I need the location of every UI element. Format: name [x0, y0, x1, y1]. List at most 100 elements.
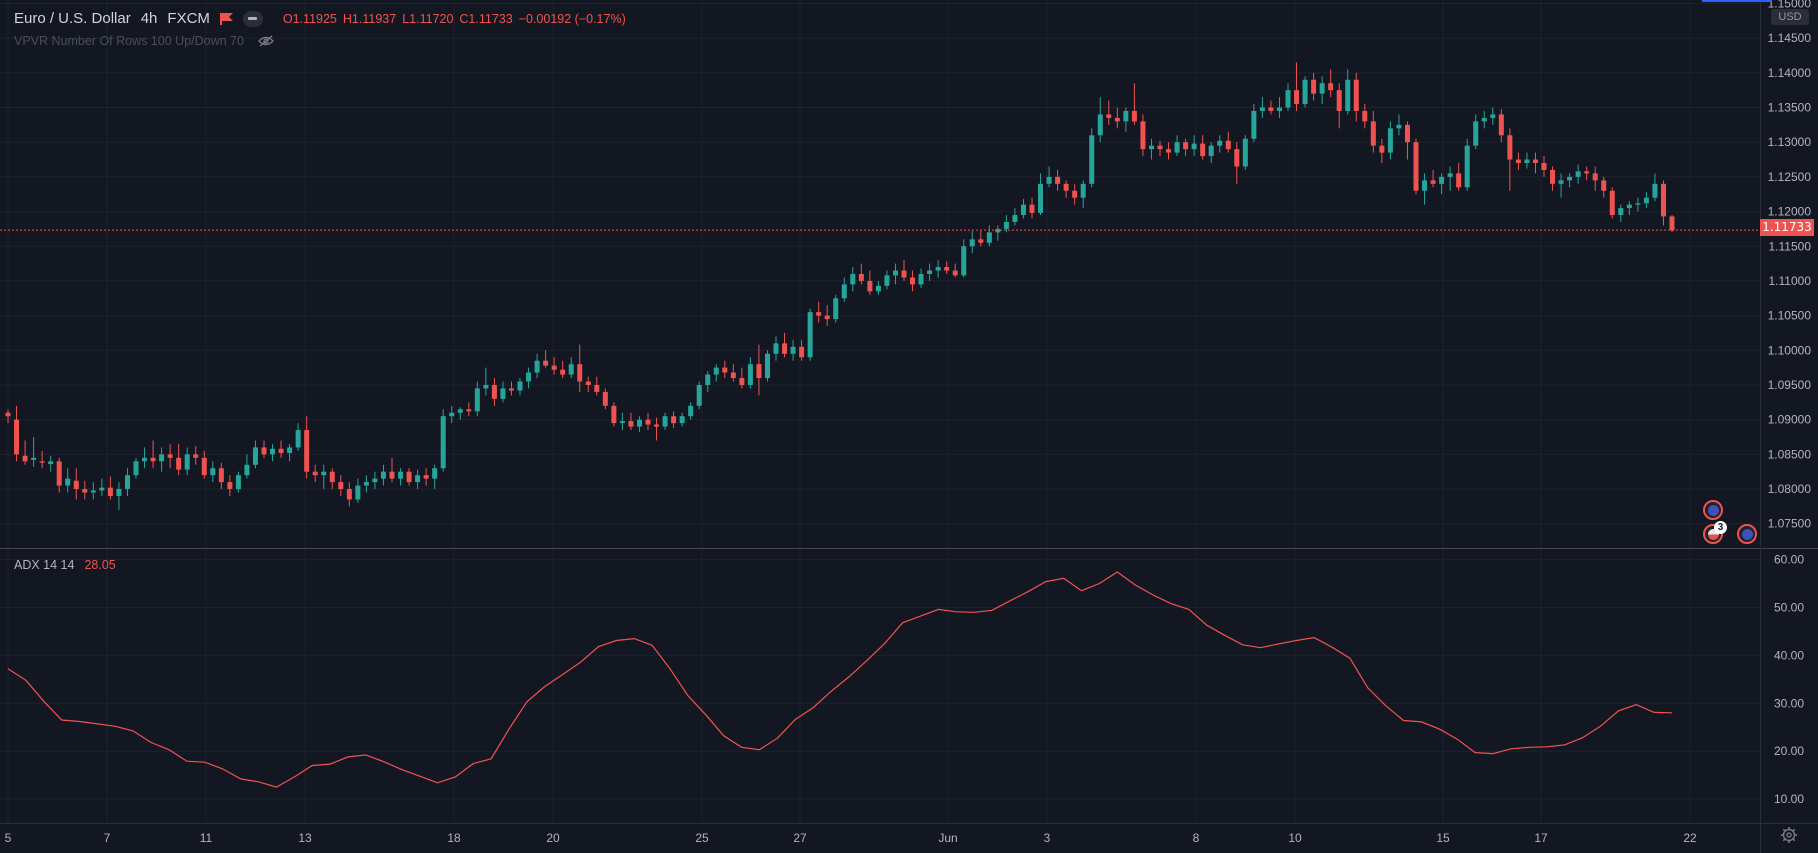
time-axis: 5 7 11 13 18 20 25 27 Jun 3 8 10 15 17 22	[5, 831, 1697, 845]
candle-body	[1319, 83, 1325, 94]
candle-body	[696, 384, 702, 406]
exchange-label[interactable]: FXCM	[167, 10, 210, 27]
candle-body	[329, 471, 335, 483]
adx-tick-label: 40.00	[1774, 648, 1804, 662]
adx-legend[interactable]: ADX 14 14 28.05	[14, 558, 116, 572]
candle-body	[1012, 215, 1018, 222]
candle-body	[1276, 107, 1282, 111]
candle-body	[654, 424, 660, 427]
candle-body	[1618, 208, 1624, 216]
candle-body	[816, 312, 822, 316]
candle-body	[210, 468, 216, 476]
time-tick-label: 13	[298, 831, 312, 845]
candle-body	[1072, 190, 1078, 198]
candle-body	[406, 471, 412, 483]
indicator-legend[interactable]: VPVR Number Of Rows 100 Up/Down 70	[14, 34, 274, 48]
candle-body	[65, 478, 71, 486]
candle-body	[807, 312, 813, 358]
candle-body	[935, 267, 941, 271]
candle-body	[1063, 183, 1069, 191]
candle-body	[1524, 159, 1530, 164]
adx-tick-label: 60.00	[1774, 553, 1804, 567]
candle-body	[1106, 114, 1112, 118]
collapse-button[interactable]	[242, 10, 263, 27]
flag-icon[interactable]	[219, 12, 233, 25]
candle-body	[1507, 135, 1513, 160]
candle-body	[167, 454, 173, 458]
candle-body	[1328, 83, 1334, 91]
candle-body	[1362, 110, 1368, 122]
eu-event-icon[interactable]	[1703, 500, 1723, 520]
candle-body	[159, 454, 165, 462]
candle-body	[1242, 138, 1248, 167]
price-tick-label: 1.14500	[1768, 31, 1812, 45]
price-tick-label: 1.09000	[1768, 413, 1812, 427]
candle-body	[961, 246, 967, 276]
price-tick-label: 1.08500	[1768, 447, 1812, 461]
candle-body	[1208, 145, 1214, 157]
candle-body	[628, 421, 634, 427]
candle-body	[235, 475, 241, 490]
time-tick-label: 18	[447, 831, 461, 845]
candle-body	[14, 419, 20, 455]
interval-label[interactable]: 4h	[140, 10, 158, 27]
candle-body	[116, 489, 122, 496]
candle-body	[295, 430, 301, 448]
symbol-legend[interactable]: Euro / U.S. Dollar 4h FXCM O1.11925 H1.1…	[14, 10, 626, 27]
candle-body	[31, 457, 37, 460]
candle-body	[1336, 90, 1342, 111]
candle-body	[1166, 149, 1172, 153]
candle-body	[841, 284, 847, 299]
candle-body	[22, 455, 28, 462]
currency-button[interactable]: USD	[1771, 9, 1809, 25]
candle-body	[1311, 79, 1317, 94]
candle-body	[1584, 171, 1590, 174]
candle-body	[534, 360, 540, 373]
candle-body	[304, 430, 310, 472]
close-value: C1.11733	[459, 11, 513, 26]
highlight-bar	[1702, 0, 1772, 2]
candle-body	[995, 228, 1001, 233]
candle-body	[82, 489, 88, 493]
candle-body	[1080, 183, 1086, 198]
candle-body	[927, 270, 933, 274]
candle-body	[432, 468, 438, 479]
candle-body	[398, 471, 404, 479]
candle-body	[466, 409, 472, 412]
candle-body	[423, 475, 429, 479]
candle-body	[526, 372, 532, 382]
candle-body	[380, 471, 386, 479]
candle-body	[850, 274, 856, 285]
candle-body	[252, 447, 258, 465]
candle-body	[1396, 124, 1402, 129]
eu-event-icon[interactable]	[1737, 524, 1757, 544]
candle-body	[1097, 114, 1103, 136]
vpvr-label[interactable]: VPVR Number Of Rows 100 Up/Down 70	[14, 34, 244, 48]
symbol-name[interactable]: Euro / U.S. Dollar	[14, 10, 131, 27]
time-tick-label: 8	[1193, 831, 1200, 845]
adx-line	[7, 571, 1673, 788]
candle-body	[1353, 79, 1359, 111]
candle-body	[346, 489, 352, 500]
eye-hidden-icon[interactable]	[258, 35, 274, 47]
candle-body	[1029, 204, 1035, 213]
candle-body	[1609, 190, 1615, 216]
candle-body	[1558, 180, 1564, 184]
candle-body	[244, 464, 250, 476]
price-tick-label: 1.08000	[1768, 482, 1812, 496]
candle-body	[1140, 121, 1146, 150]
candle-body	[944, 267, 950, 271]
candle-body	[56, 461, 62, 486]
candle-body	[824, 315, 830, 320]
high-value: H1.11937	[342, 11, 397, 26]
gear-icon[interactable]	[1780, 826, 1798, 844]
price-tick-label: 1.13000	[1768, 135, 1812, 149]
candle-body	[1456, 173, 1462, 188]
event-count-badge: 3	[1714, 521, 1727, 534]
adx-name[interactable]: ADX 14 14	[14, 558, 75, 572]
candle-body	[969, 239, 975, 247]
candle-body	[372, 478, 378, 483]
candle-body	[1422, 180, 1428, 191]
candle-body	[918, 274, 924, 285]
